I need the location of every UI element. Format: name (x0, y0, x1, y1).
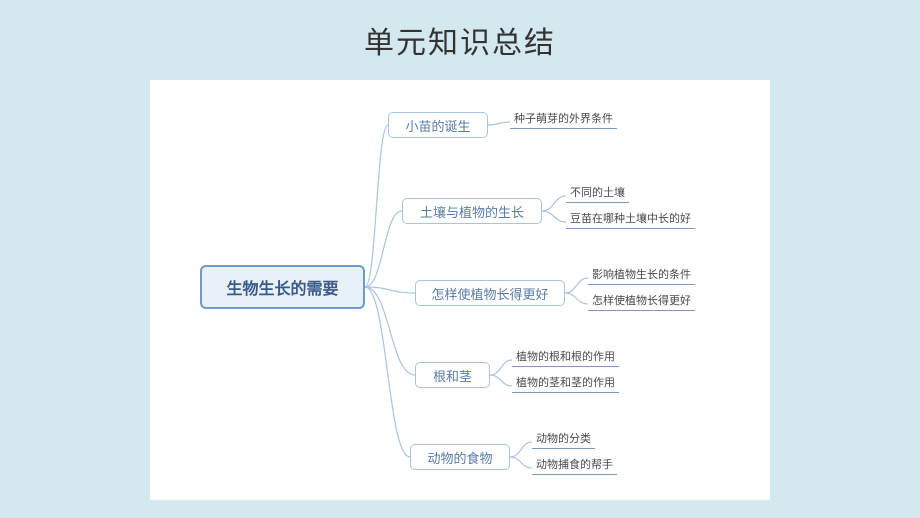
leaf-node: 植物的根和根的作用 (512, 346, 619, 367)
leaf-node: 植物的茎和茎的作用 (512, 372, 619, 393)
branch-node: 小苗的诞生 (388, 112, 488, 138)
branch-node: 土壤与植物的生长 (402, 198, 542, 224)
leaf-node: 豆苗在哪种土壤中长的好 (566, 208, 695, 229)
leaf-node: 怎样使植物长得更好 (588, 290, 695, 311)
leaf-node: 不同的土壤 (566, 182, 629, 203)
leaf-node: 影响植物生长的条件 (588, 264, 695, 285)
leaf-node: 动物捕食的帮手 (532, 454, 617, 475)
leaf-node: 种子萌芽的外界条件 (510, 108, 617, 129)
mindmap-canvas: 生物生长的需要 小苗的诞生 种子萌芽的外界条件土壤与植物的生长 不同的土壤豆苗在哪种土… (150, 80, 770, 500)
page-title: 单元知识总结 (0, 0, 920, 62)
branch-node: 怎样使植物长得更好 (415, 280, 565, 306)
root-node: 生物生长的需要 (200, 265, 365, 309)
branch-node: 根和茎 (415, 362, 490, 388)
branch-node: 动物的食物 (410, 444, 510, 470)
leaf-node: 动物的分类 (532, 428, 595, 449)
